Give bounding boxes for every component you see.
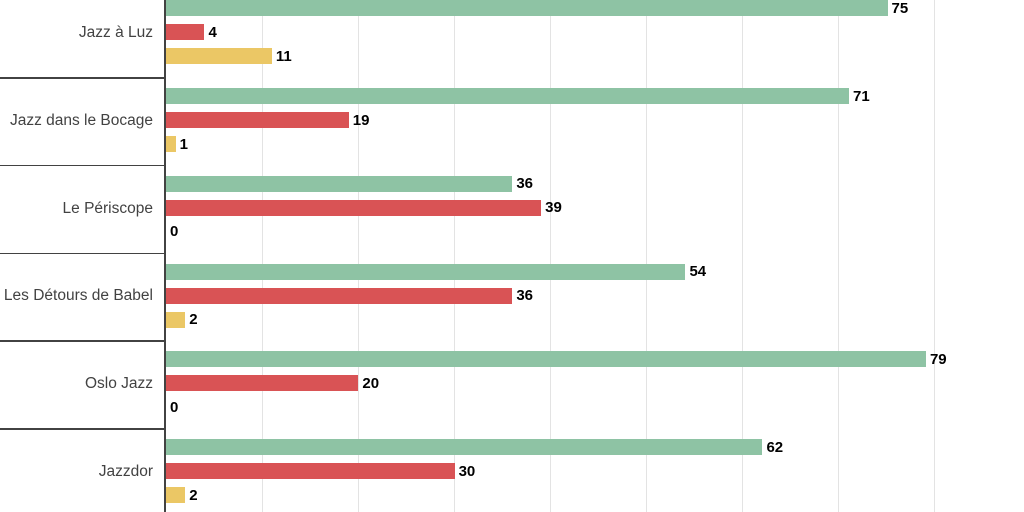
value-label: 39 — [545, 199, 562, 217]
bar-series-yellow — [166, 48, 272, 65]
value-label: 36 — [516, 175, 533, 193]
bar-series-yellow — [166, 487, 186, 503]
value-label: 0 — [170, 223, 179, 241]
row-divider — [0, 428, 165, 430]
bar-series-red — [166, 112, 349, 128]
x-gridline — [933, 0, 935, 512]
value-label: 71 — [853, 87, 870, 105]
bar-series-red — [166, 287, 513, 304]
category-label: Jazz dans le Bocage — [9, 111, 153, 129]
row-divider — [0, 164, 165, 167]
category-label: Jazz à Luz — [78, 24, 153, 42]
value-label: 2 — [189, 486, 198, 504]
bar-series-yellow — [166, 136, 176, 152]
bar-series-red — [166, 463, 455, 479]
x-gridline — [645, 0, 647, 512]
value-label: 1 — [179, 135, 188, 153]
value-label: 30 — [458, 462, 476, 480]
category-label: Les Détours de Babel — [3, 287, 153, 305]
value-label: 54 — [689, 263, 707, 280]
value-label: 19 — [352, 111, 370, 129]
bar-series-green — [166, 0, 888, 17]
value-label: 20 — [362, 374, 380, 392]
value-label: 79 — [929, 350, 947, 368]
bar-series-green — [166, 351, 926, 368]
x-gridline — [741, 0, 743, 512]
bar-series-red — [166, 199, 542, 216]
category-label: Jazzdor — [98, 462, 153, 480]
bar-series-green — [166, 439, 763, 455]
value-label: 0 — [170, 398, 179, 416]
bar-series-green — [166, 88, 850, 104]
category-label: Oslo Jazz — [84, 375, 153, 393]
y-axis-line — [164, 0, 166, 512]
value-label: 11 — [275, 47, 292, 65]
bar-series-red — [166, 375, 359, 392]
x-gridline — [837, 0, 839, 512]
x-gridline — [453, 0, 455, 512]
value-label: 62 — [766, 438, 784, 456]
bar-series-green — [166, 263, 686, 280]
value-label: 36 — [516, 287, 533, 304]
x-gridline — [357, 0, 359, 512]
row-divider — [0, 252, 165, 254]
value-label: 2 — [189, 311, 198, 328]
x-gridline — [549, 0, 551, 512]
bar-series-yellow — [166, 311, 186, 328]
bar-series-green — [166, 175, 513, 192]
x-gridline — [261, 0, 263, 512]
value-label: 4 — [208, 23, 217, 41]
row-divider — [0, 77, 165, 79]
bar-series-red — [166, 24, 205, 41]
category-label: Le Périscope — [62, 199, 153, 217]
row-divider — [0, 340, 165, 342]
value-label: 75 — [891, 0, 909, 17]
